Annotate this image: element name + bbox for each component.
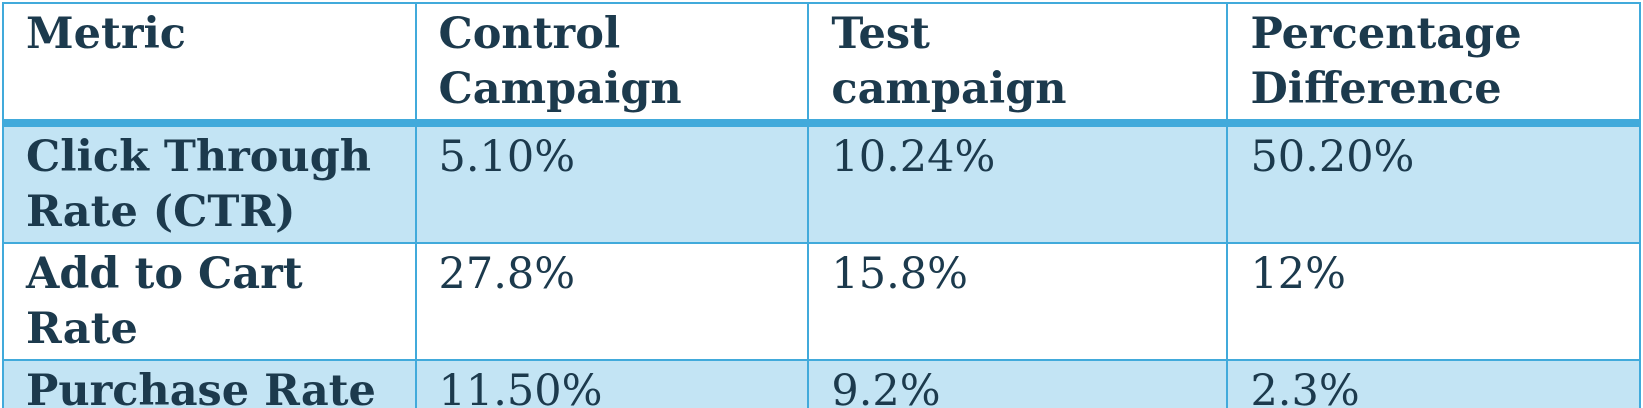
column-header-test-campaign: Test campaign	[807, 2, 1229, 127]
cell-purchase-diff: 2.3%	[1226, 359, 1641, 408]
cell-purchase-test: 9.2%	[807, 359, 1229, 408]
table-row-purchase-rate: Purchase Rate 11.50% 9.2% 2.3%	[2, 359, 1641, 408]
row-label-add-to-cart: Add to Cart Rate	[2, 242, 417, 361]
column-header-control-campaign: Control Campaign	[414, 2, 810, 127]
cell-ctr-test: 10.24%	[807, 122, 1229, 244]
table-row-add-to-cart: Add to Cart Rate 27.8% 15.8% 12%	[2, 242, 1641, 361]
row-label-purchase-rate: Purchase Rate	[2, 359, 417, 408]
cell-ctr-diff: 50.20%	[1226, 122, 1641, 244]
header-row: Metric Control Campaign Test campaign Pe…	[2, 2, 1641, 127]
cell-atc-diff: 12%	[1226, 242, 1641, 361]
cell-atc-test: 15.8%	[807, 242, 1229, 361]
cell-atc-control: 27.8%	[414, 242, 810, 361]
column-header-metric: Metric	[2, 2, 417, 127]
table-row-ctr: Click Through Rate (CTR) 5.10% 10.24% 50…	[2, 122, 1641, 244]
column-header-percentage-difference: Percentage Difference	[1226, 2, 1641, 127]
cell-ctr-control: 5.10%	[414, 122, 810, 244]
cell-purchase-control: 11.50%	[414, 359, 810, 408]
row-label-ctr: Click Through Rate (CTR)	[2, 122, 417, 244]
